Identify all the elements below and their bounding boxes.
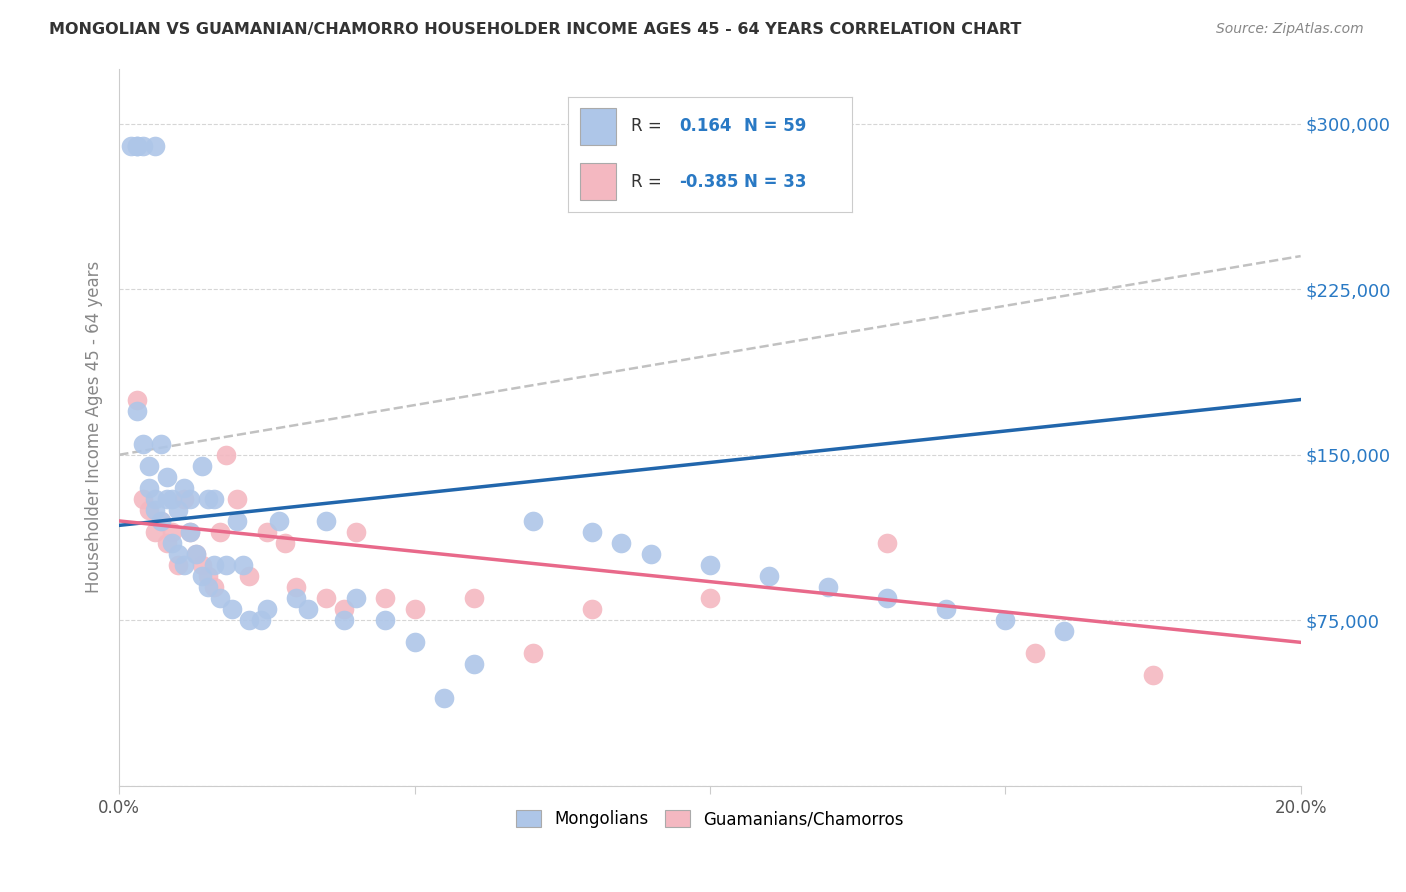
Point — [1142, 668, 1164, 682]
Point — [522, 646, 544, 660]
Y-axis label: Householder Income Ages 45 - 64 years: Householder Income Ages 45 - 64 years — [86, 261, 103, 593]
Point — [332, 602, 354, 616]
Point — [173, 558, 195, 573]
Point — [1024, 646, 1046, 660]
Legend: Mongolians, Guamanians/Chamorros: Mongolians, Guamanians/Chamorros — [509, 804, 911, 835]
Point — [374, 591, 396, 606]
Point — [132, 138, 155, 153]
Point — [817, 580, 839, 594]
Point — [256, 602, 278, 616]
Point — [202, 558, 225, 573]
Point — [238, 569, 260, 583]
Point — [285, 580, 308, 594]
Point — [202, 491, 225, 506]
Point — [876, 536, 898, 550]
Point — [132, 491, 155, 506]
Point — [191, 458, 214, 473]
Point — [149, 436, 172, 450]
Point — [315, 591, 337, 606]
Point — [1053, 624, 1076, 639]
Point — [149, 514, 172, 528]
Point — [581, 524, 603, 539]
Point — [179, 524, 201, 539]
Point — [232, 558, 254, 573]
Point — [155, 491, 177, 506]
Point — [138, 481, 160, 495]
Point — [214, 558, 236, 573]
Point — [273, 536, 295, 550]
Point — [238, 613, 260, 627]
Point — [179, 524, 201, 539]
Point — [184, 547, 207, 561]
Point — [404, 602, 426, 616]
Point — [202, 580, 225, 594]
Point — [297, 602, 319, 616]
Point — [221, 602, 243, 616]
Point — [143, 503, 166, 517]
Point — [332, 613, 354, 627]
Point — [581, 602, 603, 616]
Point — [610, 536, 633, 550]
Point — [167, 558, 190, 573]
Point — [197, 569, 219, 583]
Point — [125, 138, 148, 153]
Point — [374, 613, 396, 627]
Point — [155, 536, 177, 550]
Point — [143, 138, 166, 153]
Point — [256, 524, 278, 539]
Point — [699, 558, 721, 573]
Point — [173, 491, 195, 506]
Point — [162, 536, 184, 550]
Point — [463, 657, 485, 672]
Point — [167, 503, 190, 517]
Point — [935, 602, 957, 616]
Point — [640, 547, 662, 561]
Point — [191, 569, 214, 583]
Point — [143, 524, 166, 539]
Point — [173, 481, 195, 495]
Point — [344, 591, 367, 606]
Point — [197, 491, 219, 506]
Point — [197, 580, 219, 594]
Point — [267, 514, 290, 528]
Point — [125, 138, 148, 153]
Point — [315, 514, 337, 528]
Point — [125, 392, 148, 407]
Point — [120, 138, 142, 153]
Point — [149, 514, 172, 528]
Point — [162, 491, 184, 506]
Point — [699, 591, 721, 606]
Point — [226, 514, 249, 528]
Point — [167, 547, 190, 561]
Point — [522, 514, 544, 528]
Point — [125, 403, 148, 417]
Point — [179, 491, 201, 506]
Point — [876, 591, 898, 606]
Point — [132, 436, 155, 450]
Point — [143, 491, 166, 506]
Point — [344, 524, 367, 539]
Point — [404, 635, 426, 649]
Point — [285, 591, 308, 606]
Point — [250, 613, 273, 627]
Point — [155, 470, 177, 484]
Text: MONGOLIAN VS GUAMANIAN/CHAMORRO HOUSEHOLDER INCOME AGES 45 - 64 YEARS CORRELATIO: MONGOLIAN VS GUAMANIAN/CHAMORRO HOUSEHOL… — [49, 22, 1022, 37]
Text: Source: ZipAtlas.com: Source: ZipAtlas.com — [1216, 22, 1364, 37]
Point — [214, 448, 236, 462]
Point — [433, 690, 456, 705]
Point — [226, 491, 249, 506]
Point — [994, 613, 1017, 627]
Point — [138, 503, 160, 517]
Point — [463, 591, 485, 606]
Point — [138, 458, 160, 473]
Point — [162, 524, 184, 539]
Point — [208, 591, 231, 606]
Point — [191, 558, 214, 573]
Point — [184, 547, 207, 561]
Point — [208, 524, 231, 539]
Point — [758, 569, 780, 583]
